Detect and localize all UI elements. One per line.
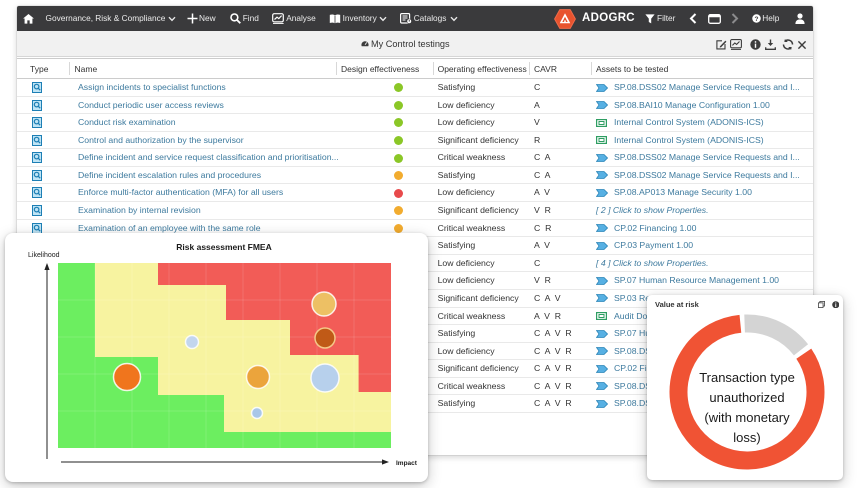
svg-text:Impact: Impact	[396, 460, 418, 467]
svg-text:Likelihood: Likelihood	[28, 252, 60, 259]
svg-text:?: ?	[754, 16, 758, 23]
svg-text:Risk assessment FMEA: Risk assessment FMEA	[176, 242, 271, 252]
